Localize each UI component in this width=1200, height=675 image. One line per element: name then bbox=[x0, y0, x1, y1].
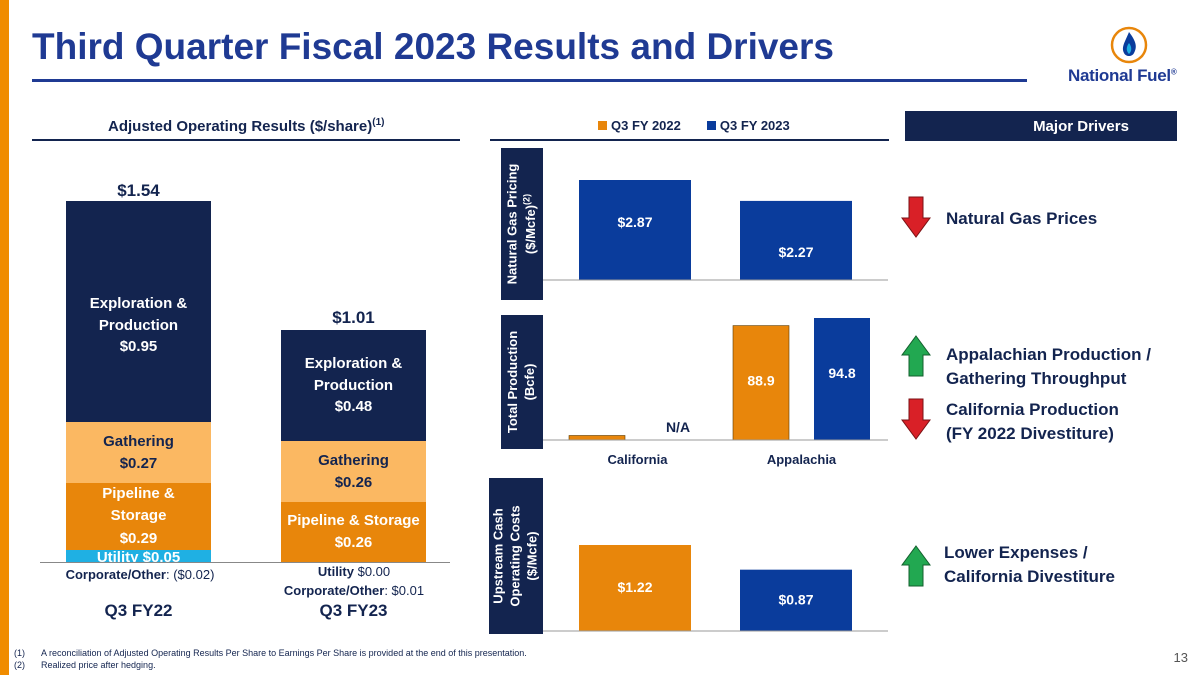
up-arrow-icon bbox=[901, 545, 931, 587]
driver-appalachian-production: Appalachian Production / Gathering Throug… bbox=[946, 345, 1151, 388]
category-label-california: California bbox=[608, 452, 669, 467]
down-arrow-icon bbox=[901, 196, 931, 238]
bar-production-fy22-appalachia bbox=[732, 325, 790, 441]
note-utility-q3fy23: Utility $0.00 bbox=[317, 564, 391, 579]
legend: Q3 FY 2022 Q3 FY 2023 bbox=[598, 118, 790, 133]
bar-costs-fy22 bbox=[579, 545, 691, 631]
chart-divider bbox=[490, 139, 889, 141]
section-divider bbox=[32, 139, 460, 141]
bar-ep-q3fy23: Exploration & Production $0.48 bbox=[281, 330, 426, 441]
page-number: 13 bbox=[1173, 650, 1188, 665]
bar-label-production-fy23-appalachia: 94.8 bbox=[828, 365, 855, 381]
category-label-q3fy22: Q3 FY22 bbox=[104, 601, 173, 620]
total-label-q3fy23: $1.01 bbox=[332, 308, 375, 327]
note-corp-q3fy22: Corporate/Other: ($0.02) bbox=[65, 567, 215, 582]
driver-california-production: California Production (FY 2022 Divestitur… bbox=[946, 400, 1119, 443]
bar-gathering-q3fy22: Gathering $0.27 bbox=[66, 422, 211, 483]
page-title: Third Quarter Fiscal 2023 Results and Dr… bbox=[32, 26, 834, 67]
logo-text: National Fuel® bbox=[1068, 66, 1177, 85]
bar-label-production-fy22-california: 3.5 bbox=[587, 444, 607, 460]
category-label-q3fy23: Q3 FY23 bbox=[319, 601, 388, 620]
category-label-appalachia: Appalachia bbox=[767, 452, 837, 467]
legend-label-fy22: Q3 FY 2022 bbox=[611, 118, 681, 133]
bar-pricing-fy23 bbox=[740, 200, 852, 280]
driver-charts: $2.87 $2.27 3.5 N/A California 88.9 94.8 Appala… bbox=[543, 180, 888, 632]
bar-pipeline-q3fy22: Pipeline & Storage $0.29 bbox=[66, 483, 211, 550]
footnote-2: (2) Realized price after hedging. bbox=[14, 660, 156, 670]
down-arrow-icon bbox=[901, 398, 931, 440]
bar-label-costs-fy23: $0.87 bbox=[778, 592, 813, 608]
footnote-1: (1) A reconciliation of Adjusted Operatin… bbox=[14, 648, 527, 658]
bar-pricing-fy22 bbox=[579, 180, 691, 280]
up-arrow-icon bbox=[901, 335, 931, 377]
tab-production: Total Production (Bcfe) bbox=[501, 315, 543, 449]
legend-label-fy23: Q3 FY 2023 bbox=[719, 118, 790, 133]
bar-label-pricing-fy22: $2.87 bbox=[617, 214, 652, 230]
major-drivers-heading: Major Drivers bbox=[905, 111, 1177, 141]
bar-production-fy23-appalachia bbox=[814, 318, 870, 440]
title-divider bbox=[32, 79, 1027, 82]
tab-pricing: Natural Gas Pricing ($/Mcfe)(2) bbox=[501, 148, 543, 300]
accent-bar bbox=[0, 0, 9, 675]
bar-ep-q3fy22: Exploration & Production $0.95 bbox=[66, 201, 211, 422]
bar-production-fy22-california bbox=[568, 435, 626, 441]
tab-costs: Upstream Cash Operating Costs ($/Mcfe) bbox=[489, 478, 543, 634]
adjusted-results-title: Adjusted Operating Results ($/share)(1) bbox=[108, 117, 385, 135]
national-fuel-flame-icon bbox=[1110, 26, 1148, 64]
legend-swatch-fy22 bbox=[598, 121, 607, 130]
legend-swatch-fy23 bbox=[706, 121, 716, 130]
bar-costs-fy23 bbox=[740, 569, 852, 631]
bar-utility-q3fy22: Utility $0.05 bbox=[66, 550, 211, 562]
stack-baseline bbox=[40, 562, 450, 563]
bar-label-production-fy22-appalachia: 88.9 bbox=[747, 373, 774, 389]
driver-lower-expenses: Lower Expenses / California Divestiture bbox=[944, 543, 1115, 586]
note-corp-q3fy23: Corporate/Other: $0.01 bbox=[283, 583, 425, 598]
bar-label-pricing-fy23: $2.27 bbox=[778, 244, 813, 260]
driver-natural-gas-prices: Natural Gas Prices bbox=[946, 209, 1098, 228]
bar-gathering-q3fy23: Gathering $0.26 bbox=[281, 441, 426, 502]
bar-label-costs-fy22: $1.22 bbox=[617, 579, 652, 595]
bar-label-production-fy23-california: N/A bbox=[666, 419, 690, 435]
bar-pipeline-q3fy23: Pipeline & Storage $0.26 bbox=[281, 502, 426, 562]
total-label-q3fy22: $1.54 bbox=[117, 181, 160, 200]
